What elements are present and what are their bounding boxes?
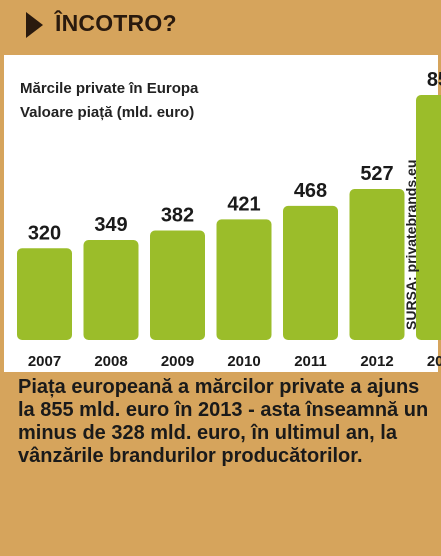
chart-source: SURSA: privatebrands.eu <box>403 159 419 330</box>
value-label-2011: 468 <box>294 180 327 202</box>
bar-2007 <box>17 248 72 340</box>
chart-subtitle: Valoare piață (mld. euro) <box>20 104 195 121</box>
section-title: ÎNCOTRO? <box>55 10 177 36</box>
bar-2009 <box>150 230 205 340</box>
bar-chart: 320 2007 349 2008 382 2009 421 2010 468 2011 527 20… <box>17 69 441 370</box>
bar-2010 <box>216 219 272 340</box>
bar-2011 <box>283 205 338 340</box>
tick-label-2013: 2013 <box>427 353 441 370</box>
tick-label-2011: 2011 <box>294 353 327 370</box>
tick-label-2012: 2012 <box>360 353 393 370</box>
tick-label-2009: 2009 <box>161 353 194 370</box>
value-label-2012: 527 <box>360 163 393 185</box>
value-label-2009: 382 <box>161 205 194 227</box>
bar-2012 <box>349 188 405 340</box>
caption-text: Piața europeană a mărcilor private a aju… <box>18 376 429 467</box>
tick-label-2010: 2010 <box>227 353 260 370</box>
bar-2008 <box>83 239 139 340</box>
value-label-2010: 421 <box>227 193 260 215</box>
tick-label-2008: 2008 <box>94 353 127 370</box>
bar-2013 <box>416 95 441 340</box>
tick-label-2007: 2007 <box>28 353 61 370</box>
value-label-2007: 320 <box>28 222 61 244</box>
value-label-2013: 855 <box>427 69 441 91</box>
chart-title: Mărcile private în Europa <box>20 80 199 97</box>
value-label-2008: 349 <box>94 214 127 236</box>
header-bar: ÎNCOTRO? <box>0 0 441 52</box>
chevron-right-icon <box>26 12 43 38</box>
